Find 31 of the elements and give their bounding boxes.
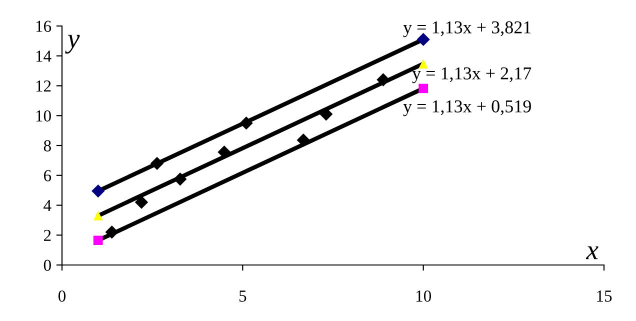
x-tick-label: 0 (58, 290, 66, 302)
y-tick-label: 4 (44, 200, 52, 212)
point (93, 236, 103, 246)
point (376, 73, 390, 86)
y-tick-label: 12 (36, 80, 51, 92)
y-axis-title: y (65, 34, 80, 54)
point (174, 172, 187, 186)
y-tick-label: 14 (36, 50, 52, 62)
y-tick-label: 2 (44, 230, 51, 241)
x-tick-label: 10 (416, 290, 432, 302)
point (92, 184, 105, 198)
annotation: y = 1,13x + 2,17 (412, 67, 532, 84)
annotation: y = 1,13x + 3,821 (403, 21, 531, 38)
x-axis-title: x (586, 246, 598, 260)
x-tick-label: 5 (239, 290, 246, 302)
point (134, 196, 148, 209)
y-tick-label: 0 (44, 260, 51, 271)
point (416, 32, 430, 46)
point (418, 59, 428, 68)
annotation: y = 1,13x + 0,519 (403, 100, 531, 116)
y-tick-label: 8 (44, 140, 51, 152)
x-tick-label: 15 (597, 290, 612, 302)
point (240, 116, 253, 130)
y-tick-label: 6 (44, 170, 52, 182)
point (296, 134, 310, 147)
point (93, 211, 103, 220)
point (105, 226, 118, 239)
y-tick-label: 16 (36, 20, 52, 32)
point (150, 156, 164, 170)
point (418, 84, 428, 94)
y-tick-label: 10 (36, 110, 51, 122)
